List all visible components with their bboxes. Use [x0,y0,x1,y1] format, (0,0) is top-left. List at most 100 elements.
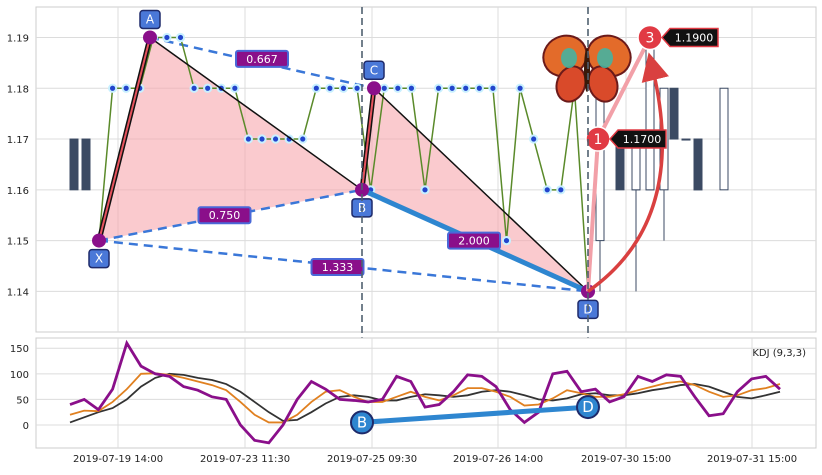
pattern-point-label-box [88,248,110,269]
kdj-ytick-label: 150 [10,344,29,355]
target-arrow [586,52,669,293]
close-price-point [393,83,403,93]
close-price-point [474,83,484,93]
close-price-point [311,83,321,93]
pattern-point-marker [92,233,106,248]
xtick-label: 2019-07-30 15:00 [581,454,671,465]
pattern-point-label: A [146,12,155,26]
candle-body [69,138,79,191]
kdj-d-line [69,372,781,424]
price-panel: 1.14 1.15 1.16 1.17 1.18 1.19 0.667 0.750 2.000 1… [7,6,817,448]
close-price-point [529,134,539,144]
close-price-point [284,134,294,144]
candle-body [693,138,703,191]
kdj-marker [350,410,374,435]
butterfly-wing [555,65,587,103]
butterfly-icon [542,34,632,103]
ratio-label-box [447,231,501,250]
kdj-j-line [69,339,781,445]
candle-body [81,138,91,191]
pattern-leg [373,87,589,292]
xtick-label: 2019-07-26 14:00 [453,454,543,465]
candle-body [719,87,729,191]
close-price-point [420,185,430,195]
ratio-label: 0.750 [209,209,241,222]
pattern-leg-highlight [361,88,375,190]
pattern-point-label: X [95,252,103,266]
pattern-point-label-box [363,60,385,80]
close-price-point [433,83,444,93]
price-ytick-label: 1.19 [7,33,29,44]
kdj-k-line [69,372,781,424]
kdj-panel-frame [35,337,817,449]
pattern-point-label-box [139,9,161,30]
target-line [586,138,600,292]
kdj-panel: 0 50 100 150 B D 2019-07-19 14:00 2019-07-23 11… [10,337,817,465]
ratio-label: 2.000 [458,235,490,248]
close-price-point [257,134,267,144]
kdj-ytick-label: 0 [23,421,29,432]
close-price-point [325,83,335,93]
pattern-ratio-line [149,36,375,90]
close-price-point [162,32,172,43]
price-ytick-label: 1.16 [7,186,29,197]
ratio-label: 0.667 [246,53,278,66]
kdj-marker-label: D [582,398,594,416]
kdj-ytick-label: 100 [10,370,29,381]
kdj-indicator-label: KDJ (9,3,3) [752,348,806,359]
butterfly-body [584,48,590,92]
target-number: 3 [646,30,655,46]
ratio-label-box [310,257,365,276]
close-price-point [488,83,498,93]
close-price-point [406,83,417,93]
butterfly-wing-spot [561,48,577,68]
xtick-label: 2019-07-19 14:00 [73,454,163,465]
close-price-point [175,32,186,43]
close-price-point [203,83,213,93]
pattern-triangle-xab [99,37,362,241]
close-price-point [379,83,389,93]
butterfly-wing [587,65,619,103]
butterfly-wing-spot [597,48,613,68]
xtick-label: 2019-07-23 11:30 [200,454,290,465]
kdj-marker-label: B [357,413,367,431]
ratio-label: 1.333 [322,261,354,274]
candle-body [681,138,691,141]
close-price-point [542,185,552,195]
close-price-point [447,83,457,93]
close-price-point [352,83,362,93]
close-price-point [189,83,199,93]
price-ytick-label: 1.14 [7,287,29,298]
kdj-marker [576,395,600,420]
candle-body [645,36,655,191]
kdj-divergence-line [361,404,589,425]
pattern-point-marker [143,30,157,45]
xtick-label: 2019-07-31 15:00 [707,454,797,465]
pattern-point-label: C [370,63,378,77]
target-price: 1.1900 [675,31,714,44]
candle-body [669,87,679,140]
price-ytick-label: 1.18 [7,84,29,95]
price-ytick-label: 1.15 [7,237,29,248]
ratio-label-box [235,49,289,68]
ratio-label-box [197,206,252,225]
close-price-point [230,83,240,93]
target-line [596,36,652,140]
kdj-ytick-label: 50 [16,395,29,406]
close-price-point [270,134,281,144]
close-price-point [556,185,566,195]
pattern-leg [149,36,363,191]
close-price-point [501,235,512,246]
close-price-point [515,83,525,93]
close-price-point [107,83,118,93]
close-price-point [121,83,131,93]
pattern-leg-highlight [98,37,151,241]
close-price-point [298,134,308,144]
target-price-box [608,129,667,149]
target-price: 1.1700 [623,133,662,146]
pattern-point-marker [367,81,381,96]
target-number: 1 [594,132,603,148]
close-price-point [243,134,254,144]
